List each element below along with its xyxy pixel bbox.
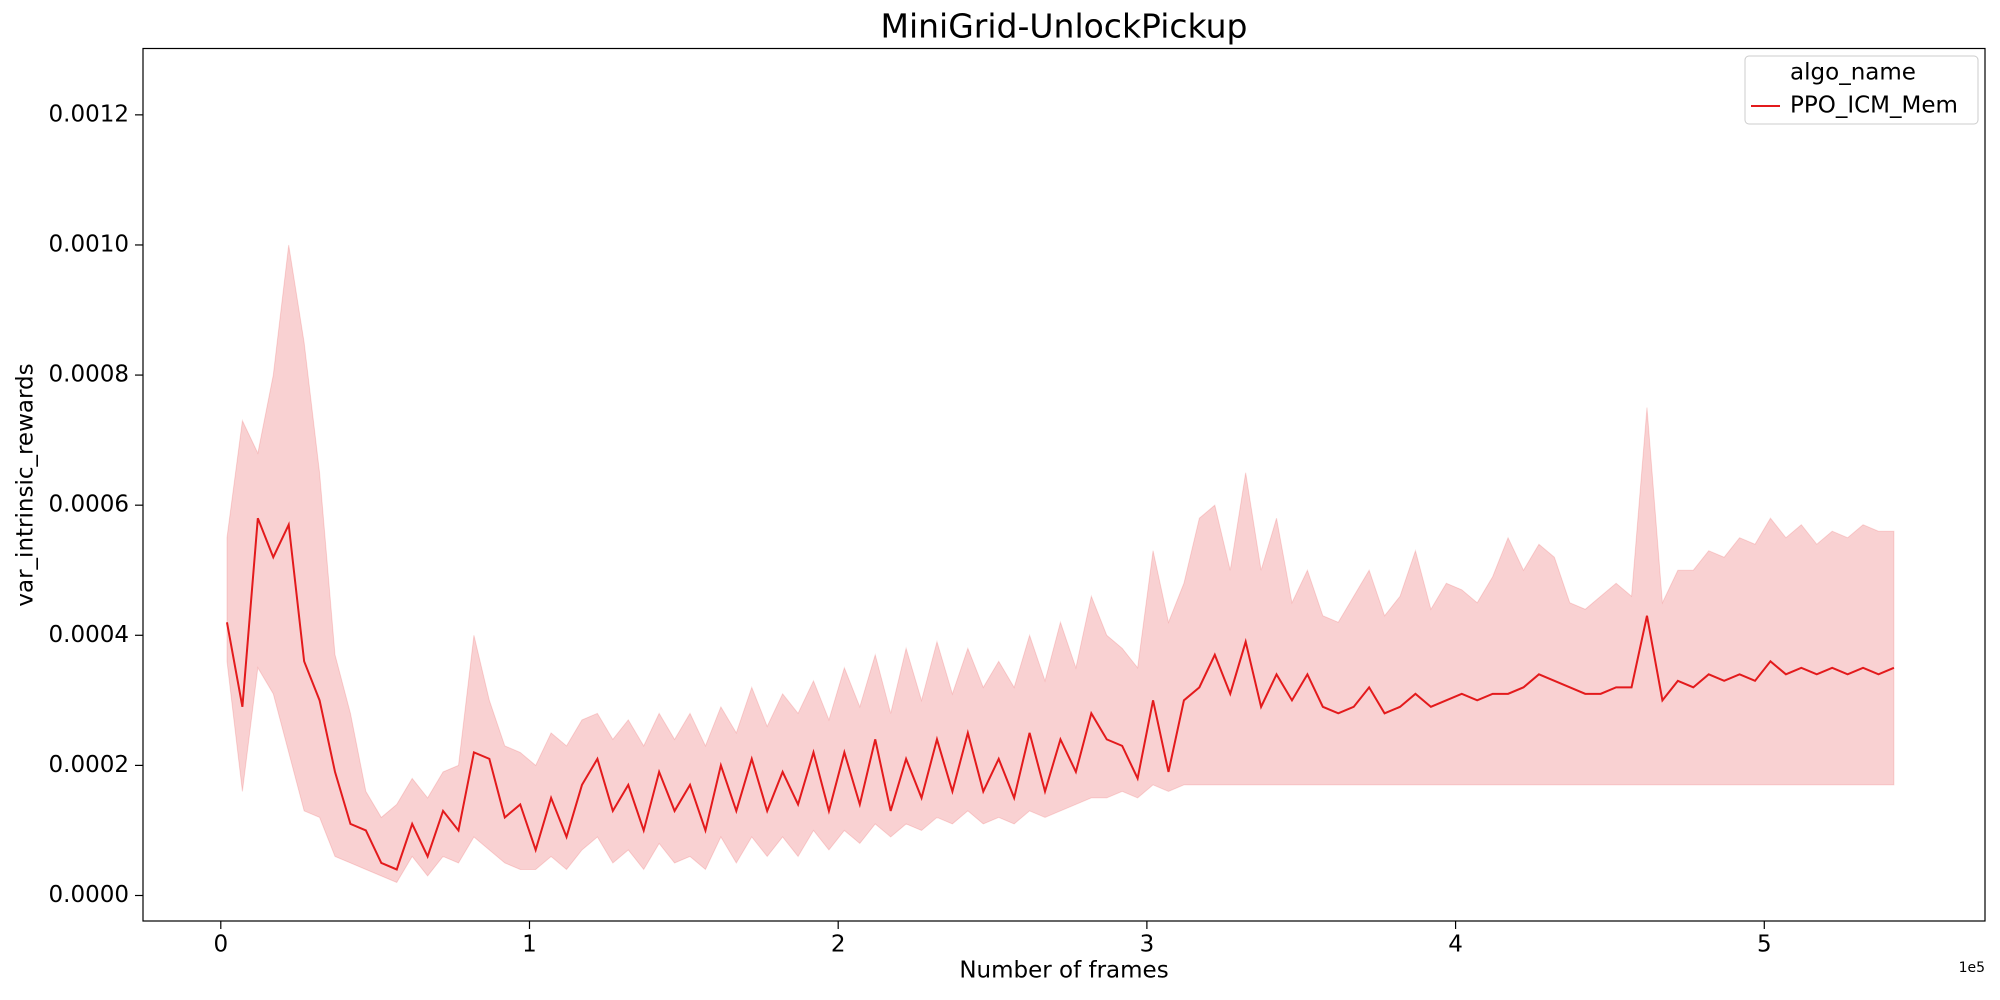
x-tick-label: 2: [831, 932, 846, 958]
axes-frame: [142, 47, 1986, 922]
y-tick-label: 0.0002: [49, 752, 129, 778]
x-tick-label: 5: [1757, 932, 1772, 958]
x-axis-label: Number of frames: [959, 958, 1168, 984]
x-offset-label: 1e5: [1959, 960, 1985, 976]
x-tick-label: 0: [213, 932, 228, 958]
x-tick-label: 4: [1448, 932, 1463, 958]
y-tick-label: 0.0010: [49, 231, 129, 257]
line: [225, 517, 1895, 871]
y-tick-label: 0.0006: [49, 492, 129, 518]
x-tick-label: 1: [522, 932, 537, 958]
legend-label: PPO_ICM_Mem: [1790, 93, 1958, 119]
y-tick-label: 0.0000: [49, 882, 129, 908]
y-tick-label: 0.0008: [49, 362, 129, 388]
legend-box: [1744, 55, 1979, 125]
y-tick-label: 0.0012: [49, 101, 129, 127]
y-tick-label: 0.0004: [49, 622, 129, 648]
confidence-band: [226, 244, 1895, 884]
chart-title: MiniGrid-UnlockPickup: [880, 7, 1247, 46]
legend: algo_name PPO_ICM_Mem: [1744, 55, 1979, 125]
y-axis-label: var_intrinsic_rewards: [13, 363, 39, 606]
plot-area: [225, 244, 1895, 884]
x-tick-label: 3: [1140, 932, 1155, 958]
legend-title: algo_name: [1790, 60, 1916, 86]
